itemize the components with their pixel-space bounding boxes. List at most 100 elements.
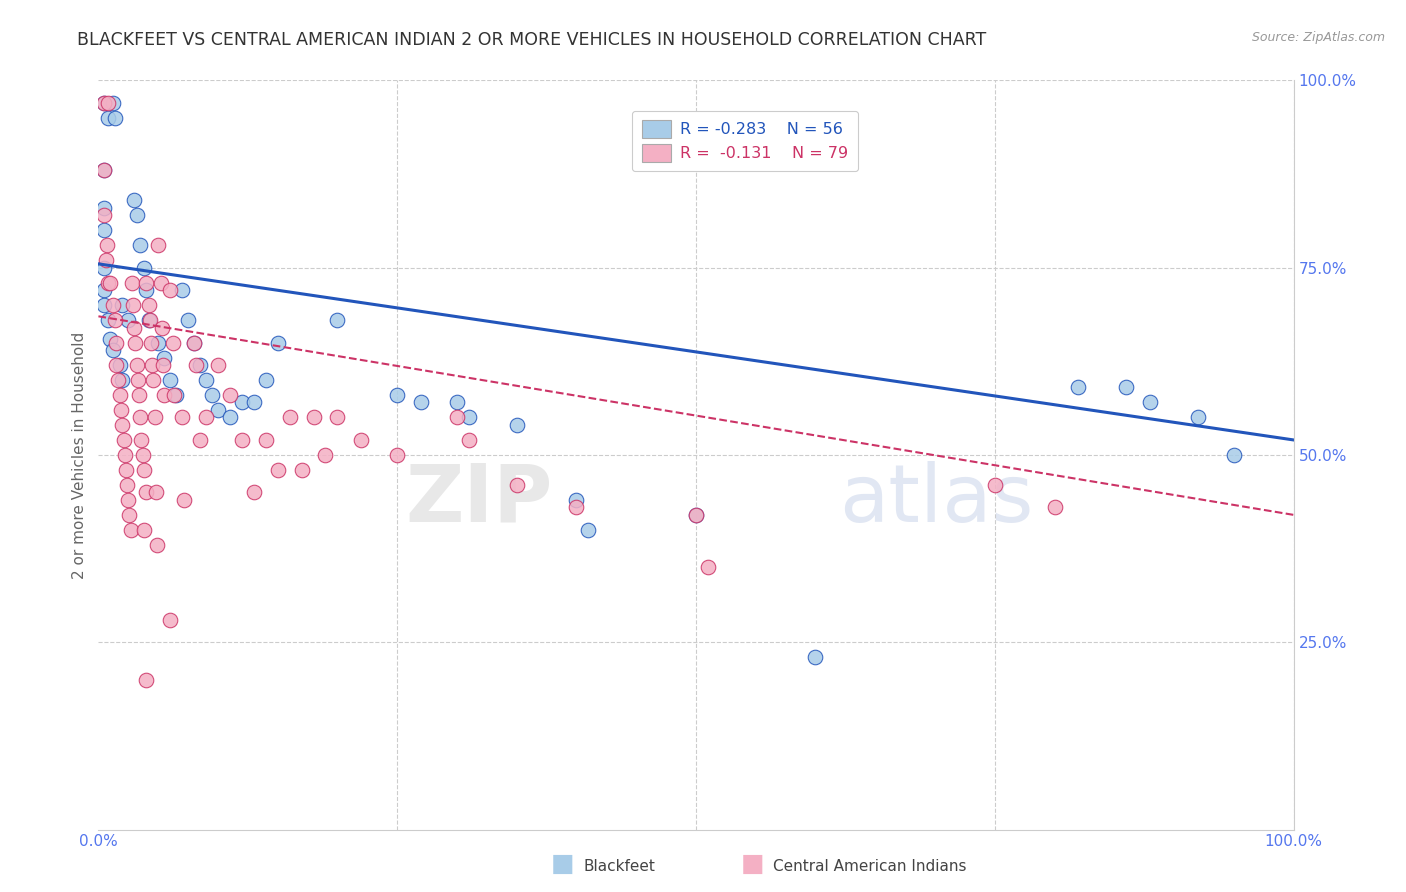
Point bbox=[146, 538, 169, 552]
Point bbox=[110, 403, 132, 417]
Point bbox=[565, 492, 588, 507]
Point bbox=[93, 95, 115, 110]
Point bbox=[131, 433, 153, 447]
Point bbox=[1115, 380, 1137, 394]
Point bbox=[458, 433, 481, 447]
Point bbox=[1043, 500, 1066, 515]
Y-axis label: 2 or more Vehicles in Household: 2 or more Vehicles in Household bbox=[72, 331, 87, 579]
Point bbox=[149, 276, 172, 290]
Point bbox=[302, 410, 325, 425]
Point bbox=[506, 417, 529, 432]
Point bbox=[326, 313, 349, 327]
Point bbox=[108, 358, 131, 372]
Point bbox=[243, 485, 266, 500]
Point bbox=[127, 373, 149, 387]
Point bbox=[108, 388, 131, 402]
Point bbox=[231, 395, 253, 409]
Point bbox=[506, 478, 529, 492]
Point bbox=[1139, 395, 1161, 409]
Text: ■: ■ bbox=[741, 852, 763, 876]
Point bbox=[114, 448, 136, 462]
Point bbox=[172, 410, 194, 425]
Point bbox=[578, 523, 600, 537]
Point bbox=[565, 500, 588, 515]
Point bbox=[125, 208, 148, 222]
Point bbox=[98, 276, 122, 290]
Point bbox=[186, 358, 208, 372]
Point bbox=[124, 335, 146, 350]
Point bbox=[104, 111, 127, 125]
Point bbox=[446, 410, 468, 425]
Point bbox=[183, 335, 205, 350]
Point bbox=[139, 313, 162, 327]
Point bbox=[804, 650, 827, 665]
Point bbox=[117, 492, 139, 507]
Legend: R = -0.283    N = 56, R =  -0.131    N = 79: R = -0.283 N = 56, R = -0.131 N = 79 bbox=[633, 111, 858, 171]
Point bbox=[143, 410, 166, 425]
Point bbox=[159, 613, 181, 627]
Point bbox=[132, 463, 155, 477]
Point bbox=[159, 283, 181, 297]
Point bbox=[159, 373, 181, 387]
Text: ZIP: ZIP bbox=[405, 461, 553, 539]
Point bbox=[93, 298, 115, 312]
Text: ■: ■ bbox=[551, 852, 574, 876]
Point bbox=[267, 335, 290, 350]
Text: Blackfeet: Blackfeet bbox=[583, 859, 655, 874]
Point bbox=[124, 193, 146, 207]
Point bbox=[326, 410, 349, 425]
Point bbox=[138, 313, 160, 327]
Point bbox=[101, 95, 124, 110]
Point bbox=[165, 388, 187, 402]
Point bbox=[231, 433, 253, 447]
Point bbox=[93, 163, 115, 178]
Text: Central American Indians: Central American Indians bbox=[773, 859, 967, 874]
Point bbox=[97, 111, 120, 125]
Point bbox=[177, 313, 200, 327]
Point bbox=[128, 388, 150, 402]
Point bbox=[243, 395, 266, 409]
Point bbox=[697, 560, 720, 574]
Point bbox=[139, 335, 162, 350]
Point bbox=[93, 283, 115, 297]
Point bbox=[385, 388, 409, 402]
Text: atlas: atlas bbox=[839, 461, 1033, 539]
Point bbox=[350, 433, 373, 447]
Point bbox=[118, 508, 141, 522]
Point bbox=[115, 478, 138, 492]
Point bbox=[94, 253, 117, 268]
Text: BLACKFEET VS CENTRAL AMERICAN INDIAN 2 OR MORE VEHICLES IN HOUSEHOLD CORRELATION: BLACKFEET VS CENTRAL AMERICAN INDIAN 2 O… bbox=[77, 31, 987, 49]
Point bbox=[124, 320, 146, 334]
Point bbox=[111, 298, 134, 312]
Point bbox=[152, 358, 174, 372]
Point bbox=[105, 335, 128, 350]
Point bbox=[207, 403, 229, 417]
Point bbox=[201, 388, 224, 402]
Point bbox=[984, 478, 1007, 492]
Point bbox=[188, 433, 211, 447]
Point bbox=[121, 276, 143, 290]
Point bbox=[1187, 410, 1209, 425]
Point bbox=[135, 276, 157, 290]
Point bbox=[135, 283, 157, 297]
Point bbox=[267, 463, 290, 477]
Point bbox=[117, 313, 139, 327]
Point bbox=[219, 410, 242, 425]
Point bbox=[1223, 448, 1246, 462]
Point bbox=[411, 395, 433, 409]
Point bbox=[96, 238, 118, 252]
Point bbox=[278, 410, 301, 425]
Point bbox=[162, 335, 184, 350]
Point bbox=[153, 388, 176, 402]
Point bbox=[111, 417, 134, 432]
Point bbox=[93, 208, 115, 222]
Point bbox=[112, 433, 135, 447]
Point bbox=[150, 320, 173, 334]
Point bbox=[132, 260, 155, 275]
Point bbox=[93, 260, 115, 275]
Point bbox=[111, 373, 134, 387]
Point bbox=[148, 335, 170, 350]
Point bbox=[446, 395, 468, 409]
Point bbox=[93, 163, 115, 178]
Point bbox=[93, 95, 115, 110]
